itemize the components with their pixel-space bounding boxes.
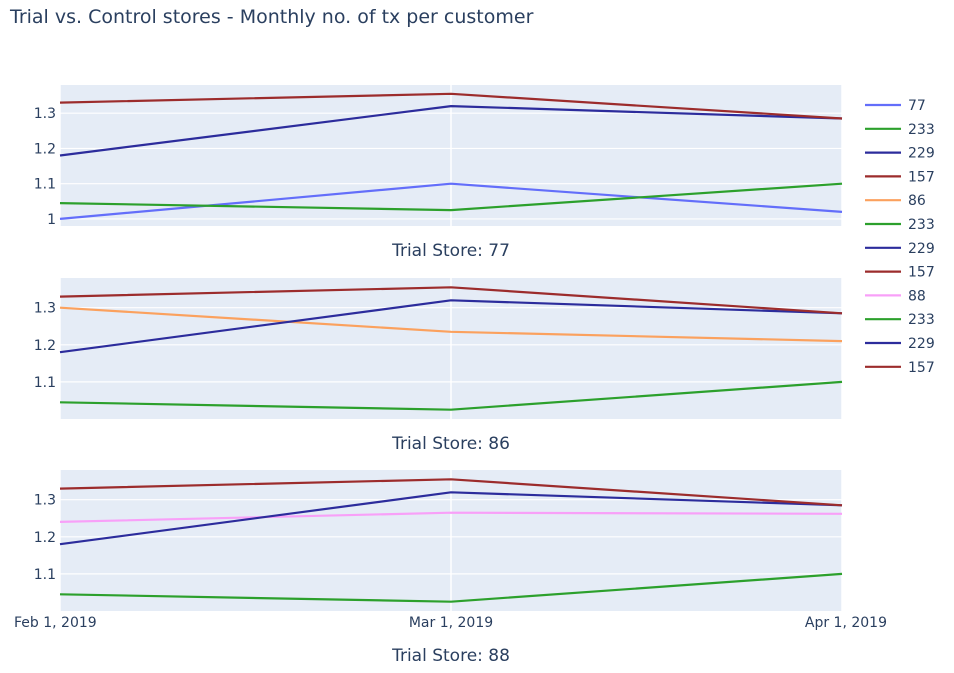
series-line-229[interactable]	[59, 491, 843, 546]
legend-item[interactable]: 157	[865, 265, 935, 281]
y-tick-label: 1.2	[34, 141, 56, 157]
legend-label: 233	[908, 217, 935, 233]
legend-label: 233	[908, 312, 935, 328]
legend-label: 229	[908, 241, 935, 257]
x-tick-label: Apr 1, 2019	[805, 615, 887, 631]
legend-label: 88	[908, 288, 926, 304]
series-line-157[interactable]	[59, 478, 843, 507]
legend-label: 233	[908, 122, 935, 138]
series-line-157[interactable]	[59, 92, 843, 120]
y-tick-label: 1.2	[34, 338, 56, 354]
legend-item[interactable]: 233	[865, 217, 935, 233]
y-tick-label: 1.2	[34, 530, 56, 546]
legend-label: 77	[908, 98, 926, 114]
subplot-title: Trial Store: 88	[391, 646, 510, 666]
legend-item[interactable]: 77	[865, 98, 926, 114]
legend-item[interactable]: 229	[865, 241, 935, 257]
legend-item[interactable]: 88	[865, 288, 926, 304]
x-tick-label: Mar 1, 2019	[409, 615, 493, 631]
legend-item[interactable]: 157	[865, 360, 935, 376]
legend-item[interactable]: 229	[865, 146, 935, 162]
legend-label: 229	[908, 146, 935, 162]
y-tick-label: 1	[47, 212, 56, 228]
y-tick-label: 1.1	[34, 567, 56, 583]
subplots: 1 1.1 1.2 1.3 Trial Store: 77 1.1 1.2 1.3 Trial …	[34, 85, 843, 666]
y-tick-label: 1.1	[34, 177, 56, 193]
subplot-title: Trial Store: 86	[391, 434, 510, 454]
subplot-3: 1.1 1.2 1.3 Trial Store: 88	[34, 470, 843, 666]
chart-title: Trial vs. Control stores - Monthly no. o…	[9, 6, 534, 28]
series-line-229[interactable]	[59, 299, 843, 354]
subplot-1: 1 1.1 1.2 1.3 Trial Store: 77	[34, 85, 843, 261]
legend-label: 157	[908, 169, 935, 185]
legend-label: 157	[908, 265, 935, 281]
legend-label: 229	[908, 336, 935, 352]
series-line-88[interactable]	[59, 511, 843, 523]
subplot-2: 1.1 1.2 1.3 Trial Store: 86	[34, 278, 843, 454]
y-tick-label: 1.3	[34, 301, 56, 317]
legend-item[interactable]: 229	[865, 336, 935, 352]
legend-label: 86	[908, 193, 926, 209]
series-line-86[interactable]	[59, 306, 843, 343]
series-line-229[interactable]	[59, 104, 843, 157]
legend-item[interactable]: 233	[865, 312, 935, 328]
series-line-77[interactable]	[59, 182, 843, 220]
series-line-157[interactable]	[59, 286, 843, 315]
legend-item[interactable]: 233	[865, 122, 935, 138]
series-line-233[interactable]	[59, 572, 843, 603]
y-tick-label: 1.3	[34, 106, 56, 122]
legend-label: 157	[908, 360, 935, 376]
legend-item[interactable]: 86	[865, 193, 926, 209]
x-axis: Feb 1, 2019 Mar 1, 2019 Apr 1, 2019	[14, 615, 887, 631]
series-line-233[interactable]	[59, 380, 843, 411]
y-tick-label: 1.1	[34, 375, 56, 391]
legend-item[interactable]: 157	[865, 169, 935, 185]
subplot-title: Trial Store: 77	[391, 241, 510, 261]
legend[interactable]: 77 233 229 157 86 233 229 157 88 233 229 157	[865, 98, 935, 376]
y-tick-label: 1.3	[34, 493, 56, 509]
series-line-233[interactable]	[59, 182, 843, 212]
x-tick-label: Feb 1, 2019	[14, 615, 97, 631]
